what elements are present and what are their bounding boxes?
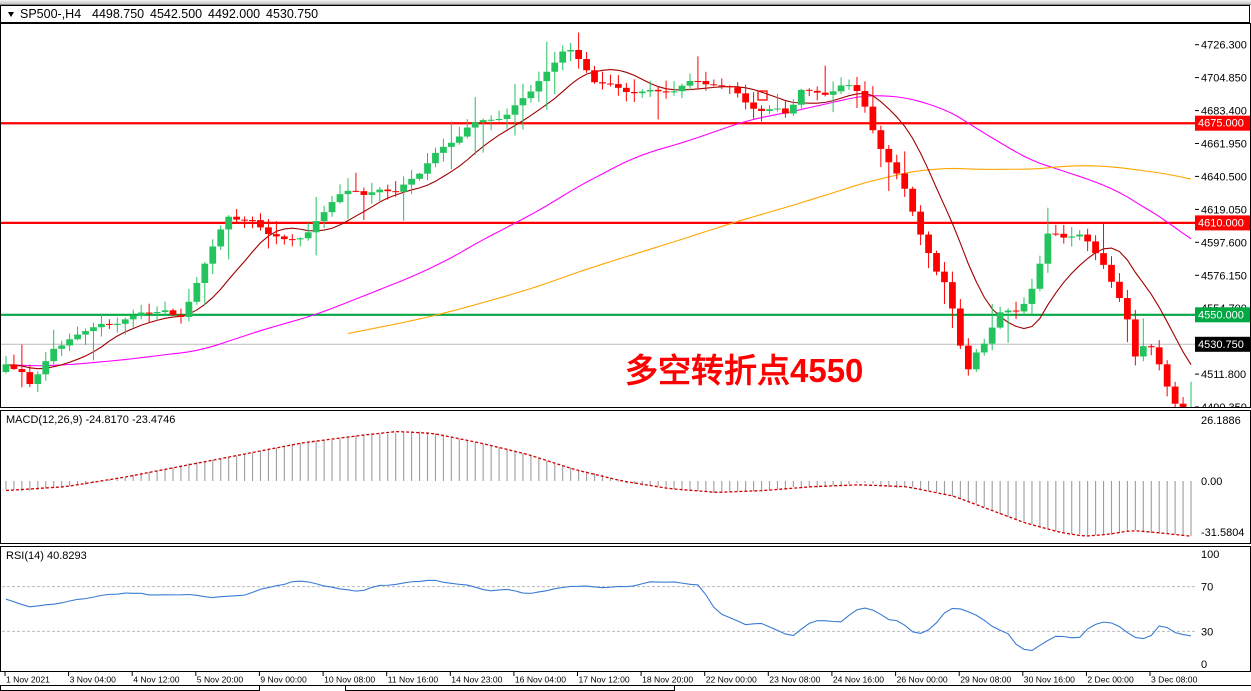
svg-text:4640.500: 4640.500: [1201, 171, 1247, 183]
svg-text:0.00: 0.00: [1201, 476, 1222, 488]
svg-text:16 Nov 04:00: 16 Nov 04:00: [515, 675, 566, 685]
svg-text:4492.000: 4492.000: [208, 7, 260, 21]
svg-text:10 Nov 08:00: 10 Nov 08:00: [324, 675, 375, 685]
svg-text:26 Nov 00:00: 26 Nov 00:00: [897, 675, 948, 685]
svg-text:100: 100: [1201, 549, 1219, 561]
svg-text:4675.000: 4675.000: [1198, 118, 1244, 130]
svg-text:4704.850: 4704.850: [1201, 73, 1247, 85]
svg-text:多空转折点4550: 多空转折点4550: [625, 352, 863, 389]
svg-text:MACD(12,26,9) -24.8170 -23.474: MACD(12,26,9) -24.8170 -23.4746: [6, 414, 175, 426]
svg-text:3 Dec 08:00: 3 Dec 08:00: [1151, 675, 1198, 685]
svg-text:11 Nov 16:00: 11 Nov 16:00: [388, 675, 439, 685]
svg-text:0: 0: [1201, 659, 1207, 671]
svg-text:4498.750: 4498.750: [92, 7, 144, 21]
svg-text:4619.050: 4619.050: [1201, 204, 1247, 216]
svg-text:4 Nov 12:00: 4 Nov 12:00: [133, 675, 180, 685]
svg-text:30: 30: [1201, 626, 1213, 638]
svg-text:9 Nov 00:00: 9 Nov 00:00: [260, 675, 307, 685]
svg-text:30 Nov 16:00: 30 Nov 16:00: [1024, 675, 1075, 685]
svg-text:RSI(14) 40.8293: RSI(14) 40.8293: [6, 550, 87, 562]
svg-text:3 Nov 04:00: 3 Nov 04:00: [70, 675, 117, 685]
svg-text:26.1886: 26.1886: [1201, 415, 1241, 427]
svg-text:4530.750: 4530.750: [266, 7, 318, 21]
svg-text:70: 70: [1201, 582, 1213, 594]
svg-text:17 Nov 12:00: 17 Nov 12:00: [579, 675, 630, 685]
svg-text:14 Nov 23:00: 14 Nov 23:00: [451, 675, 502, 685]
svg-text:4661.950: 4661.950: [1201, 139, 1247, 151]
svg-text:SP500-,H4: SP500-,H4: [20, 7, 81, 21]
svg-text:1 Nov 2021: 1 Nov 2021: [6, 675, 50, 685]
svg-text:4726.300: 4726.300: [1201, 40, 1247, 52]
svg-text:4610.000: 4610.000: [1198, 217, 1244, 229]
svg-text:29 Nov 08:00: 29 Nov 08:00: [960, 675, 1011, 685]
svg-text:5 Nov 20:00: 5 Nov 20:00: [197, 675, 244, 685]
svg-text:2 Dec 00:00: 2 Dec 00:00: [1087, 675, 1134, 685]
svg-text:4511.800: 4511.800: [1201, 369, 1246, 381]
svg-text:23 Nov 08:00: 23 Nov 08:00: [769, 675, 820, 685]
svg-text:24 Nov 16:00: 24 Nov 16:00: [833, 675, 884, 685]
svg-text:4550.000: 4550.000: [1198, 309, 1244, 321]
svg-text:4597.600: 4597.600: [1201, 237, 1247, 249]
svg-text:-31.5804: -31.5804: [1201, 527, 1244, 539]
svg-text:18 Nov 20:00: 18 Nov 20:00: [642, 675, 693, 685]
svg-text:4542.500: 4542.500: [150, 7, 202, 21]
svg-text:4576.150: 4576.150: [1201, 270, 1247, 282]
svg-text:22 Nov 00:00: 22 Nov 00:00: [706, 675, 757, 685]
svg-text:4530.750: 4530.750: [1198, 339, 1244, 351]
